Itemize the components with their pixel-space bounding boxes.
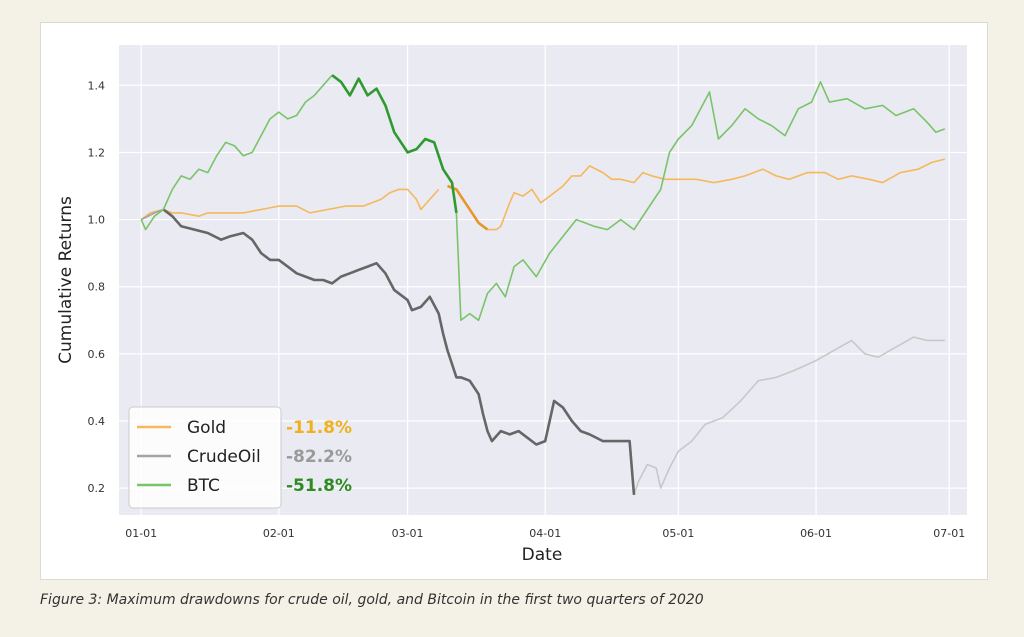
y-axis-label: Cumulative Returns [56,196,76,364]
crudeoil-legend-label: CrudeOil [187,447,261,467]
gold-drawdown-line [447,184,489,231]
gold-legend-label: Gold [187,418,226,438]
figure-caption: Figure 3: Maximum drawdowns for crude oi… [40,592,704,608]
y-tick-label: 0.6 [88,348,106,361]
y-tick-label: 0.4 [88,415,106,428]
x-tick-label: 04-01 [529,527,561,540]
legend-box [128,406,282,509]
x-tick-label: 06-01 [800,527,832,540]
btc-recovery-line [455,81,946,322]
gold-recovery-line [487,158,945,231]
btc-drawdown-value: -51.8% [286,476,352,496]
x-axis-ticks: 01-01 02-01 03-01 04-01 05-01 06-01 07-01 [125,527,965,540]
gold-series [140,158,945,231]
y-axis-ticks: 0.2 0.4 0.6 0.8 1.0 1.2 1.4 [88,79,106,495]
x-tick-label: 05-01 [662,527,694,540]
cumulative-returns-chart: 0.2 0.4 0.6 0.8 1.0 1.2 1.4 01-01 02-01 03-01 04-… [56,45,967,565]
y-tick-label: 1.0 [88,214,106,227]
x-tick-label: 01-01 [125,527,157,540]
x-tick-label: 03-01 [392,527,424,540]
btc-line [140,74,333,231]
y-tick-label: 0.2 [88,482,106,495]
x-axis-label: Date [522,545,563,565]
btc-legend-label: BTC [187,476,220,496]
y-tick-label: 1.4 [88,79,106,92]
btc-drawdown-line [331,74,458,214]
legend: Gold -11.8% CrudeOil -82.2% BTC -51.8% [128,406,352,509]
y-tick-label: 1.2 [88,146,106,159]
x-tick-label: 02-01 [263,527,295,540]
figure-card: 0.2 0.4 0.6 0.8 1.0 1.2 1.4 01-01 02-01 03-01 04-… [40,22,988,580]
crudeoil-series [140,208,945,496]
crudeoil-recovery-line [633,336,945,496]
x-tick-label: 07-01 [933,527,965,540]
crudeoil-drawdown-line [162,208,636,496]
y-tick-label: 0.8 [88,281,106,294]
crudeoil-line [140,208,164,221]
crudeoil-drawdown-value: -82.2% [286,447,352,467]
gold-line [140,188,440,221]
btc-series [140,74,946,322]
gold-drawdown-value: -11.8% [286,418,352,438]
